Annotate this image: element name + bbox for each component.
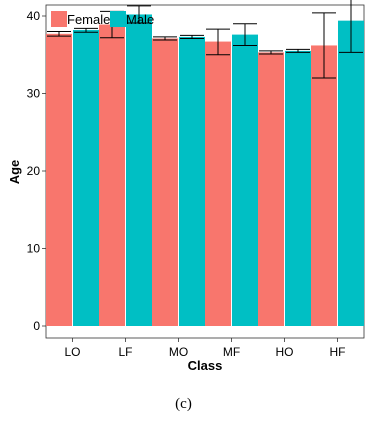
bar-male-ho: [285, 50, 311, 326]
x-tick-label-lo: LO: [64, 345, 80, 359]
y-axis-title: Age: [7, 160, 22, 185]
bar-female-hf: [311, 45, 337, 326]
bar-male-hf: [338, 20, 364, 327]
error-bar-male-mf: [233, 23, 257, 46]
error-bar-female-lo: [47, 31, 71, 37]
y-tick-label: 40: [27, 9, 41, 23]
legend: Female Male: [51, 11, 154, 27]
legend-label-male: Male: [126, 12, 154, 27]
error-bar-male-hf: [339, 0, 363, 53]
x-tick-label-mo: MO: [169, 345, 188, 359]
error-bar-female-mf: [206, 28, 230, 56]
y-tick-label: 20: [27, 164, 41, 178]
error-bar-female-hf: [312, 12, 336, 79]
bar-female-ho: [258, 52, 284, 327]
bar-female-mo: [152, 38, 178, 326]
figure-caption: (c): [175, 396, 192, 412]
error-bar-male-ho: [286, 48, 310, 53]
bar-female-mf: [205, 41, 231, 326]
error-bar-female-mo: [153, 36, 177, 41]
bar-female-lo: [46, 33, 72, 326]
error-bar-male-lf: [127, 5, 151, 24]
x-tick-label-hf: HF: [330, 345, 346, 359]
y-tick-label: 10: [27, 242, 41, 256]
y-tick-label: 30: [27, 87, 41, 101]
y-tick-label: 0: [33, 319, 40, 333]
bar-male-lf: [126, 14, 152, 326]
legend-key-male: [110, 11, 126, 27]
legend-label-female: Female: [67, 12, 110, 27]
bar-male-mo: [179, 36, 205, 327]
x-tick-label-ho: HO: [276, 345, 294, 359]
x-tick-label-mf: MF: [223, 345, 240, 359]
bar-male-mf: [232, 34, 258, 326]
error-bar-female-ho: [259, 50, 283, 55]
legend-key-female: [51, 11, 67, 27]
bar-male-lo: [73, 29, 99, 326]
x-tick-label-lf: LF: [118, 345, 132, 359]
error-bar-male-lo: [74, 27, 98, 33]
bar-female-lf: [99, 24, 125, 327]
error-bar-male-mo: [180, 34, 204, 39]
x-axis-title: Class: [188, 358, 223, 373]
